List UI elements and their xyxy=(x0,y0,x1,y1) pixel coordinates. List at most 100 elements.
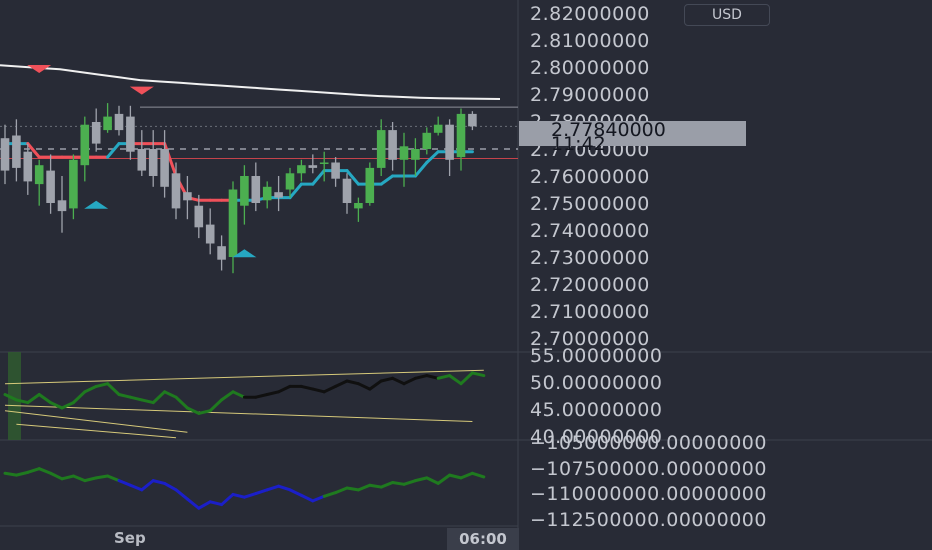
oscillator-segment xyxy=(26,393,41,405)
oscillator2-segment xyxy=(379,480,395,489)
trailing-stop-segment xyxy=(379,174,395,186)
oscillator2-segment xyxy=(185,497,201,510)
oscillator-segment xyxy=(254,393,269,399)
oscillator-segment xyxy=(425,374,440,380)
candle-body xyxy=(297,165,306,174)
candle-body xyxy=(342,178,352,203)
last-price-tag: 2.77840000 11:42 xyxy=(519,121,746,154)
oscillator2-segment xyxy=(37,467,53,475)
price-tick-label: 2.70000000 xyxy=(530,328,650,351)
oscillator2-segment xyxy=(71,474,87,483)
trailing-stop-segment xyxy=(413,161,429,178)
oscillator2-segment xyxy=(128,483,144,492)
oscillator-segment xyxy=(3,393,18,402)
oscillator-segment xyxy=(459,371,474,386)
candle-body xyxy=(422,132,432,149)
trailing-stop-segment xyxy=(311,169,326,186)
candle-body xyxy=(137,149,147,171)
oscillator-segment xyxy=(448,374,463,386)
oscillator2-segment xyxy=(49,471,64,481)
oscillator2-segment xyxy=(277,484,292,492)
oscillator2-tick-label: −110000000.00000000 xyxy=(530,483,767,505)
oscillator2-segment xyxy=(402,479,417,486)
price-tick-label: 2.72000000 xyxy=(530,274,650,296)
candle-body xyxy=(171,173,181,209)
oscillator-segment xyxy=(265,390,281,396)
candle-body xyxy=(103,116,112,131)
price-tick-label: 2.81000000 xyxy=(530,30,650,53)
candle-body xyxy=(23,151,33,182)
oscillator2-segment xyxy=(345,486,360,492)
oscillator-segment xyxy=(208,398,224,413)
oscillator-segment xyxy=(83,384,98,394)
oscillator-segment xyxy=(379,376,395,383)
candle-body xyxy=(274,192,283,198)
trailing-stop-segment xyxy=(26,142,41,159)
oscillator2-tick-label: −105000000.00000000 xyxy=(530,432,767,454)
candle-body xyxy=(308,165,318,168)
buy-signal-marker xyxy=(84,200,109,209)
candle-body xyxy=(34,165,44,185)
price-tick-label: 2.73000000 xyxy=(530,246,650,269)
candle-body xyxy=(217,246,226,260)
oscillator2-segment xyxy=(14,470,30,477)
oscillator-segment xyxy=(163,390,178,399)
oscillator-segment xyxy=(220,390,235,402)
oscillator2-segment xyxy=(425,476,440,485)
oscillator2-segment xyxy=(231,492,246,499)
candle-body xyxy=(399,146,409,160)
oscillator2-segment xyxy=(334,486,349,495)
oscillator-segment xyxy=(334,379,349,388)
trend-line xyxy=(4,410,188,433)
oscillator2-segment xyxy=(3,471,18,477)
oscillator-segment xyxy=(140,398,155,405)
price-tick-label: 2.82000000 xyxy=(530,3,650,25)
candle-body xyxy=(240,176,249,206)
candle-body xyxy=(228,189,238,257)
oscillator-segment xyxy=(277,384,292,394)
oscillator2-segment xyxy=(140,479,155,492)
oscillator2-segment xyxy=(391,480,406,486)
oscillator-tick-label: 45.00000000 xyxy=(530,399,663,421)
candle-body xyxy=(148,149,158,176)
candle-body xyxy=(91,122,101,144)
currency-badge[interactable]: USD xyxy=(684,4,770,26)
oscillator2-segment xyxy=(413,476,429,483)
candle-body xyxy=(0,138,10,171)
oscillator2-segment xyxy=(242,492,258,499)
oscillator-segment xyxy=(117,393,132,399)
candle-body xyxy=(319,162,329,164)
candle-body xyxy=(69,159,78,209)
time-cursor-label: 06:00 xyxy=(447,528,519,550)
oscillator2-segment xyxy=(151,479,167,485)
oscillator2-segment xyxy=(356,483,372,492)
price-tick-label: 2.76000000 xyxy=(530,165,650,188)
oscillator-segment xyxy=(197,409,212,415)
candle-body xyxy=(285,173,295,190)
oscillator2-segment xyxy=(94,474,110,480)
oscillator-segment xyxy=(60,401,75,410)
oscillator2-segment xyxy=(459,471,474,480)
candle-body xyxy=(433,124,443,133)
oscillator-segment xyxy=(368,379,383,391)
moving-average-line xyxy=(0,64,501,100)
oscillator2-segment xyxy=(60,474,75,481)
sell-signal-marker xyxy=(27,65,52,73)
oscillator-segment xyxy=(345,379,360,386)
candle-body xyxy=(194,205,204,228)
oscillator2-tick-label: −107500000.00000000 xyxy=(530,457,767,480)
buy-signal-marker xyxy=(232,249,257,258)
trend-line xyxy=(4,404,473,422)
oscillator-segment xyxy=(106,382,121,396)
oscillator-segment xyxy=(174,395,189,410)
price-tick-label: 2.74000000 xyxy=(530,219,650,242)
oscillator-segment xyxy=(37,393,53,405)
oscillator-segment xyxy=(436,374,452,380)
oscillator-segment xyxy=(49,401,64,410)
trend-line xyxy=(4,369,484,385)
oscillator2-segment xyxy=(208,500,224,507)
candle-body xyxy=(80,124,90,166)
oscillator2-segment xyxy=(299,493,315,503)
candle-body xyxy=(57,200,67,212)
